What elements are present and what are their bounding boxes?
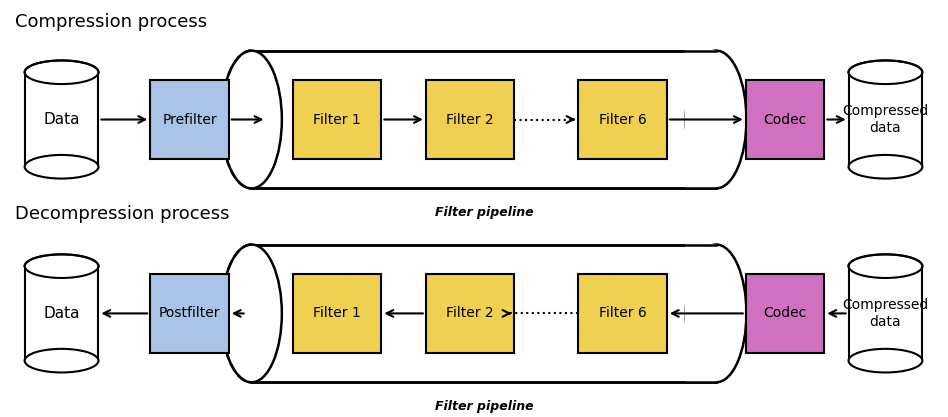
Text: Postfilter: Postfilter <box>158 306 220 320</box>
Text: Filter 1: Filter 1 <box>313 306 361 320</box>
Bar <box>25 266 99 361</box>
Text: Data: Data <box>44 112 80 127</box>
Ellipse shape <box>25 155 99 178</box>
Text: Codec: Codec <box>763 306 807 320</box>
Bar <box>25 72 99 167</box>
Ellipse shape <box>848 349 922 372</box>
FancyBboxPatch shape <box>293 80 381 159</box>
Text: Prefilter: Prefilter <box>162 113 217 126</box>
Text: Compressed
data: Compressed data <box>843 104 929 135</box>
Bar <box>251 244 716 382</box>
FancyBboxPatch shape <box>426 80 515 159</box>
Ellipse shape <box>221 244 282 382</box>
Text: Decompression process: Decompression process <box>15 205 229 223</box>
FancyBboxPatch shape <box>293 274 381 353</box>
Text: Data: Data <box>44 306 80 321</box>
FancyBboxPatch shape <box>578 274 667 353</box>
Bar <box>848 266 922 361</box>
Ellipse shape <box>221 50 282 188</box>
Text: Filter pipeline: Filter pipeline <box>434 400 533 413</box>
Ellipse shape <box>25 349 99 372</box>
Text: Filter pipeline: Filter pipeline <box>434 206 533 219</box>
FancyBboxPatch shape <box>746 80 825 159</box>
Text: Filter 2: Filter 2 <box>447 113 494 126</box>
Ellipse shape <box>685 244 746 382</box>
Ellipse shape <box>848 254 922 278</box>
Bar <box>684 50 716 189</box>
FancyBboxPatch shape <box>578 80 667 159</box>
FancyBboxPatch shape <box>150 80 228 159</box>
Text: Filter 2: Filter 2 <box>447 306 494 320</box>
Ellipse shape <box>848 60 922 84</box>
FancyBboxPatch shape <box>426 274 515 353</box>
Ellipse shape <box>685 50 746 188</box>
Text: Compressed
data: Compressed data <box>843 298 929 329</box>
FancyBboxPatch shape <box>150 274 228 353</box>
Ellipse shape <box>848 155 922 178</box>
Text: Filter 6: Filter 6 <box>599 113 647 126</box>
FancyBboxPatch shape <box>746 274 825 353</box>
Bar <box>848 72 922 167</box>
Ellipse shape <box>25 254 99 278</box>
Text: Compression process: Compression process <box>15 13 208 31</box>
Ellipse shape <box>25 60 99 84</box>
Text: Filter 1: Filter 1 <box>313 113 361 126</box>
Bar <box>251 50 716 188</box>
Bar <box>684 244 716 383</box>
Text: Filter 6: Filter 6 <box>599 306 647 320</box>
Text: Codec: Codec <box>763 113 807 126</box>
